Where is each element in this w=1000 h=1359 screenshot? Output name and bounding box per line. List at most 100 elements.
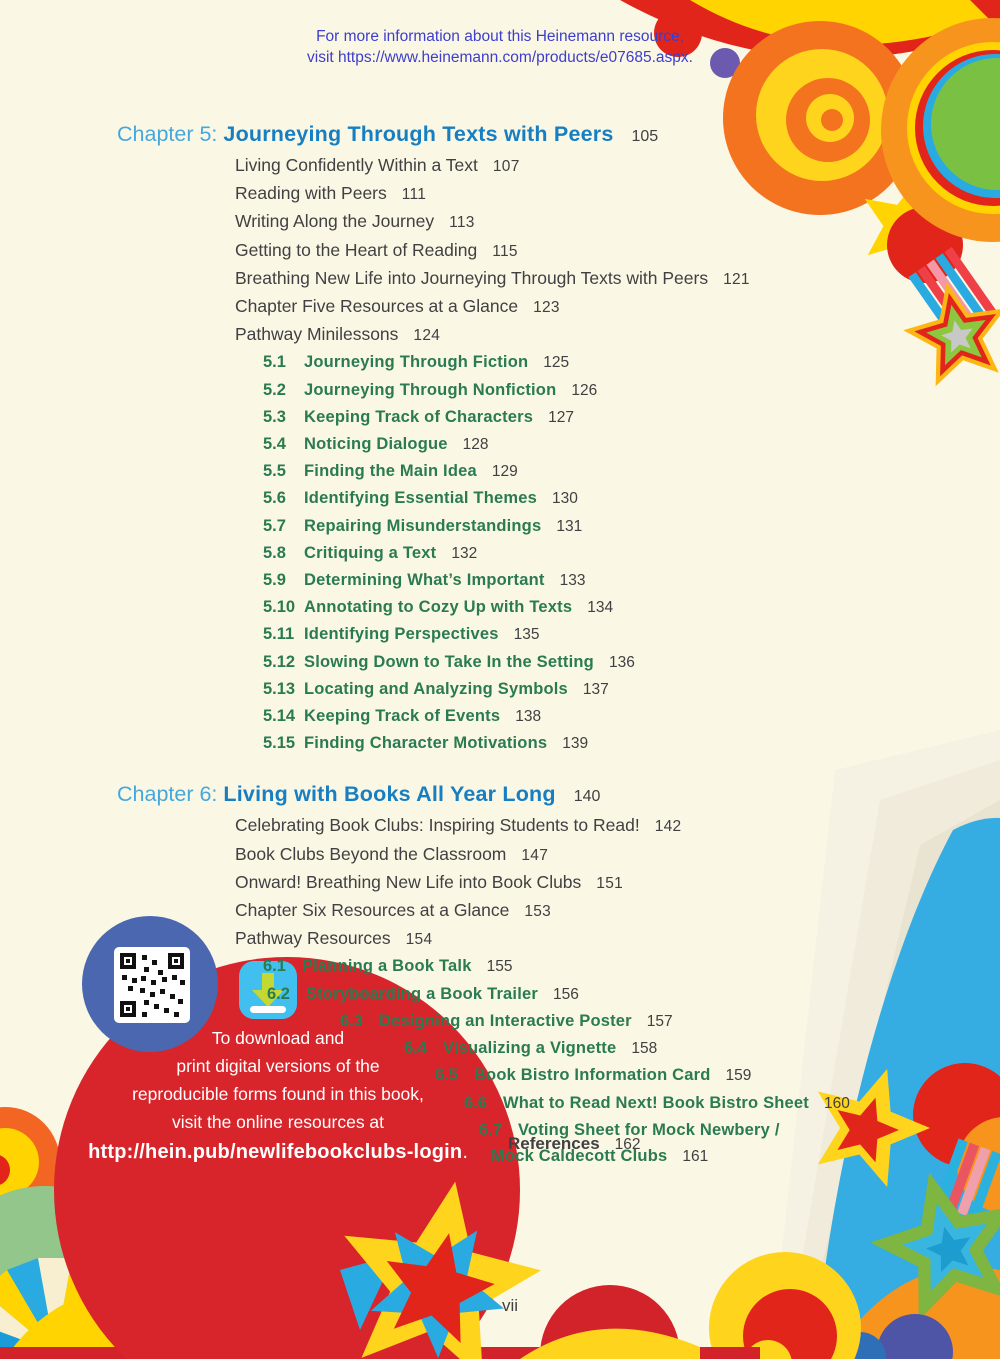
lesson-entry: 5.4 Noticing Dialogue 128 bbox=[263, 431, 837, 458]
lesson-entry: 6.5 Book Bistro Information Card 159 bbox=[435, 1062, 837, 1089]
lesson-entry: 5.15 Finding Character Motivations 139 bbox=[263, 730, 837, 757]
lesson-entry: 5.6 Identifying Essential Themes 130 bbox=[263, 485, 837, 512]
chapter-label: Chapter 5: bbox=[117, 122, 218, 146]
toc-entry-title: Writing Along the Journey bbox=[235, 211, 435, 232]
page-number: vii bbox=[501, 1296, 519, 1315]
lesson-page: 125 bbox=[543, 354, 570, 372]
toc-entry: Writing Along the Journey 113 bbox=[235, 208, 837, 236]
lesson-title-continuation: Mock Caldecott Clubs 161 bbox=[491, 1143, 837, 1170]
lesson-page: 136 bbox=[608, 653, 635, 671]
lesson-page: 130 bbox=[552, 490, 578, 508]
toc-entry: Living Confidently Within a Text 107 bbox=[235, 152, 837, 180]
lesson-page: 161 bbox=[682, 1147, 709, 1165]
chapter-page: 105 bbox=[631, 128, 659, 145]
toc-entry-page: 115 bbox=[492, 242, 518, 260]
lesson-title: What to Read Next! Book Bistro Sheet bbox=[502, 1093, 809, 1112]
toc-entry-title: Reading with Peers bbox=[235, 183, 387, 204]
lesson-number: 6.1 bbox=[263, 957, 286, 976]
lesson-title: Keeping Track of Events bbox=[304, 707, 501, 726]
lesson-title: Critiquing a Text bbox=[304, 543, 437, 562]
lesson-title: Finding the Main Idea bbox=[304, 462, 477, 481]
lesson-page: 158 bbox=[631, 1040, 658, 1058]
heinemann-info-note: For more information about this Heineman… bbox=[0, 26, 1000, 68]
lesson-number: 5.15 bbox=[263, 734, 296, 753]
toc-entry-title: Breathing New Life into Journeying Throu… bbox=[235, 267, 709, 288]
lesson-title: Book Bistro Information Card bbox=[473, 1066, 711, 1085]
lesson-number: 5.10 bbox=[263, 598, 296, 617]
download-note-line: reproducible forms found in this book, bbox=[132, 1084, 424, 1104]
toc-entry: Pathway Minilessons 124 bbox=[235, 321, 837, 349]
lesson-entry: 5.1 Journeying Through Fiction 125 bbox=[263, 349, 837, 376]
download-note: To download and print digital versions o… bbox=[83, 1024, 473, 1166]
references-page: 162 bbox=[614, 1136, 641, 1153]
info-link[interactable]: visit https://www.heinemann.com/products… bbox=[307, 49, 693, 66]
info-line-1: For more information about this Heineman… bbox=[316, 28, 684, 45]
toc-entry-page: 153 bbox=[524, 903, 552, 921]
toc-entry-page: 123 bbox=[533, 299, 560, 317]
references-entry: References 162 bbox=[508, 1134, 641, 1154]
lesson-page: 137 bbox=[582, 680, 609, 698]
lesson-entry: 6.2 Storyboarding a Book Trailer 156 bbox=[267, 981, 837, 1008]
chapter-title: Living with Books All Year Long bbox=[223, 782, 556, 807]
lesson-title: Repairing Misunderstandings bbox=[304, 516, 542, 535]
table-of-contents: Chapter 5: Journeying Through Texts with … bbox=[117, 119, 850, 1170]
download-url-period: . bbox=[462, 1141, 468, 1163]
lesson-page: 155 bbox=[486, 958, 513, 976]
toc-entry-page: 124 bbox=[413, 327, 441, 345]
lesson-page: 132 bbox=[451, 544, 478, 562]
toc-entry-title: Living Confidently Within a Text bbox=[235, 155, 478, 175]
lesson-entry: 5.10 Annotating to Cozy Up with Texts 134 bbox=[263, 594, 837, 621]
lesson-title: Noticing Dialogue bbox=[304, 435, 448, 454]
lesson-title: Keeping Track of Characters bbox=[304, 407, 534, 426]
toc-entry: Book Clubs Beyond the Classroom 147 bbox=[235, 841, 837, 869]
toc-entry: Celebrating Book Clubs: Inspiring Studen… bbox=[235, 812, 837, 840]
lesson-entry: 5.9 Determining What’s Important 133 bbox=[263, 567, 837, 594]
lesson-title: Identifying Perspectives bbox=[304, 625, 499, 644]
toc-entry: Onward! Breathing New Life into Book Clu… bbox=[235, 869, 837, 897]
lesson-entry: 6.6 What to Read Next! Book Bistro Sheet 1… bbox=[464, 1090, 850, 1117]
toc-entry-title: Getting to the Heart of Reading bbox=[235, 239, 478, 260]
toc-entry: Chapter Six Resources at a Glance 153 bbox=[235, 897, 837, 925]
lesson-number: 5.2 bbox=[263, 380, 286, 399]
lesson-number: 5.9 bbox=[263, 571, 286, 590]
lesson-entry: 5.11 Identifying Perspectives 135 bbox=[263, 621, 837, 648]
toc-entry-title: Book Clubs Beyond the Classroom bbox=[235, 843, 507, 864]
lesson-page: 131 bbox=[556, 517, 583, 535]
lesson-number: 6.2 bbox=[267, 984, 290, 1003]
lesson-title: Planning a Book Talk bbox=[301, 957, 472, 976]
lesson-page: 159 bbox=[725, 1067, 752, 1085]
download-note-line: To download and bbox=[211, 1028, 345, 1048]
chapter-sections: Living Confidently Within a Text 107 Readi… bbox=[235, 152, 837, 349]
lesson-number: 5.5 bbox=[263, 462, 286, 481]
chapter-title: Journeying Through Texts with Peers bbox=[223, 122, 614, 146]
lesson-number: 5.6 bbox=[263, 489, 286, 508]
references-title: References bbox=[508, 1134, 600, 1153]
lesson-entry: 5.12 Slowing Down to Take In the Setting 1… bbox=[263, 649, 837, 676]
lesson-number: 5.8 bbox=[263, 543, 286, 562]
lesson-page: 156 bbox=[553, 985, 579, 1003]
lesson-title: Storyboarding a Book Trailer bbox=[305, 984, 539, 1003]
lesson-entry: 5.3 Keeping Track of Characters 127 bbox=[263, 404, 837, 431]
toc-entry: Pathway Resources 154 bbox=[235, 925, 837, 953]
lesson-entry: 6.7 Voting Sheet for Mock Newbery / Mock C… bbox=[479, 1117, 837, 1170]
download-url[interactable]: http://hein.pub/newlifebookclubs-login bbox=[88, 1141, 463, 1163]
lesson-page: 160 bbox=[824, 1094, 850, 1112]
toc-entry: Getting to the Heart of Reading 115 bbox=[235, 237, 837, 265]
toc-entry-title: Chapter Six Resources at a Glance bbox=[235, 900, 510, 921]
lesson-title: Finding Character Motivations bbox=[304, 734, 548, 753]
toc-entry: Reading with Peers 111 bbox=[235, 180, 837, 208]
lesson-number: 5.7 bbox=[263, 516, 286, 535]
lesson-number: 5.13 bbox=[263, 679, 296, 698]
lesson-entry: 5.13 Locating and Analyzing Symbols 137 bbox=[263, 676, 837, 703]
toc-entry-title: Celebrating Book Clubs: Inspiring Studen… bbox=[235, 815, 640, 836]
lesson-page: 135 bbox=[513, 626, 540, 644]
lesson-entry: 6.1 Planning a Book Talk 155 bbox=[263, 953, 837, 980]
toc-entry-page: 113 bbox=[449, 214, 475, 232]
lesson-page: 138 bbox=[515, 708, 542, 726]
lesson-entry: 5.14 Keeping Track of Events 138 bbox=[263, 703, 837, 730]
toc-entry-page: 147 bbox=[521, 846, 549, 864]
lesson-page: 133 bbox=[559, 572, 586, 590]
chapter-lessons: 5.1 Journeying Through Fiction 125 5.2 Journ… bbox=[263, 349, 837, 757]
lesson-entry: 5.2 Journeying Through Nonfiction 126 bbox=[263, 377, 837, 404]
